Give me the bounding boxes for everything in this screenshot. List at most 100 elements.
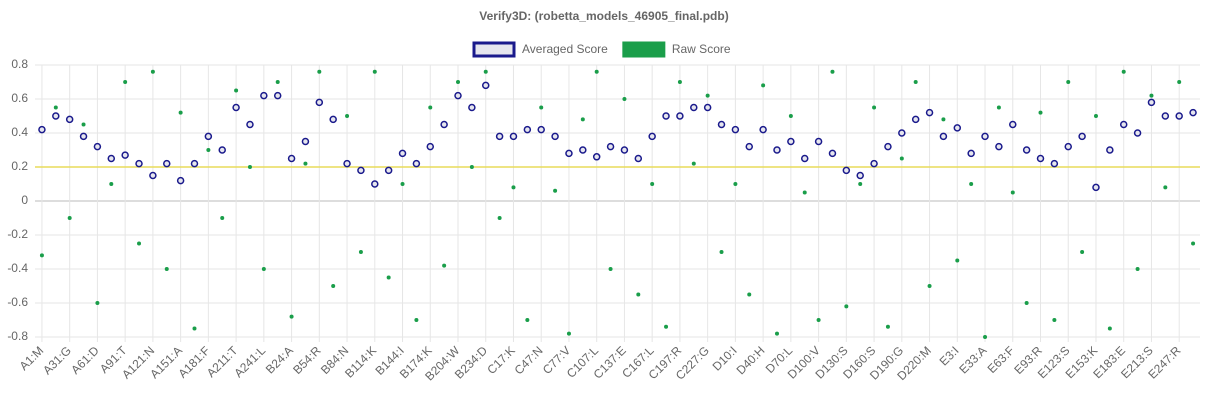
raw-point <box>261 267 266 271</box>
raw-point <box>761 83 766 88</box>
raw-point <box>844 304 849 309</box>
raw-point <box>511 185 516 190</box>
raw-point <box>774 331 779 336</box>
raw-point <box>331 284 336 288</box>
averaged-point <box>731 125 740 134</box>
averaged-point <box>1161 112 1170 120</box>
raw-point <box>67 216 72 220</box>
raw-point <box>289 314 294 319</box>
raw-point <box>137 241 142 246</box>
averaged-point <box>440 120 448 129</box>
raw-point <box>705 93 710 98</box>
raw-point <box>109 182 114 186</box>
averaged-point <box>717 120 726 129</box>
averaged-point <box>579 146 587 154</box>
raw-point <box>1066 80 1071 84</box>
averaged-point <box>828 149 837 158</box>
raw-point <box>608 267 613 271</box>
averaged-point <box>343 159 351 168</box>
averaged-point <box>800 154 809 163</box>
averaged-point <box>454 91 462 100</box>
averaged-point <box>676 112 684 120</box>
x-tick-label: D40:H <box>734 343 768 377</box>
raw-point <box>913 80 918 84</box>
raw-point <box>372 69 377 74</box>
averaged-point <box>246 120 254 129</box>
raw-point <box>469 165 474 169</box>
y-tick-label: 0 <box>21 193 28 207</box>
averaged-point <box>565 149 573 158</box>
raw-point <box>164 267 169 271</box>
averaged-point <box>1022 146 1031 154</box>
averaged-point <box>509 132 518 141</box>
averaged-point <box>1078 132 1086 141</box>
averaged-point <box>495 132 504 141</box>
averaged-point <box>1050 159 1059 168</box>
legend-label: Averaged Score <box>522 42 608 56</box>
averaged-point <box>232 103 240 112</box>
averaged-point <box>384 166 393 175</box>
averaged-point <box>218 146 226 154</box>
averaged-point <box>1009 120 1017 129</box>
averaged-point <box>52 112 60 120</box>
averaged-point <box>1064 142 1072 151</box>
raw-point <box>885 324 890 329</box>
averaged-point <box>759 125 767 134</box>
averaged-point <box>842 166 851 175</box>
x-tick-label: B114:K <box>342 343 379 380</box>
raw-point <box>1010 190 1015 195</box>
averaged-point <box>93 142 102 151</box>
raw-point <box>1093 114 1098 118</box>
raw-point <box>1052 318 1057 322</box>
y-tick-label: 0.4 <box>11 125 28 139</box>
raw-point <box>580 117 585 122</box>
raw-point <box>664 324 669 329</box>
averaged-point <box>301 137 310 146</box>
raw-point <box>345 114 350 118</box>
averaged-point <box>856 171 864 180</box>
averaged-point <box>107 154 116 163</box>
averaged-point <box>79 132 88 141</box>
raw-point <box>677 80 682 84</box>
raw-point <box>899 156 904 161</box>
averaged-point <box>606 142 615 151</box>
raw-point <box>39 253 44 258</box>
averaged-point <box>135 159 143 168</box>
raw-point <box>317 69 322 74</box>
y-tick-label: 0.6 <box>11 91 28 105</box>
x-tick-label: C17:K <box>484 343 517 376</box>
averaged-point <box>329 115 337 124</box>
averaged-point <box>814 137 823 146</box>
raw-point <box>456 80 461 84</box>
raw-point <box>386 275 391 280</box>
raw-point <box>553 188 558 193</box>
averaged-point <box>287 154 296 163</box>
raw-point <box>95 301 100 305</box>
averaged-point <box>371 180 379 188</box>
averaged-point <box>648 132 656 141</box>
averaged-point <box>468 103 476 112</box>
x-tick-label: E63:F <box>985 343 1018 376</box>
averaged-point <box>163 159 171 168</box>
averaged-point <box>620 146 629 154</box>
raw-point <box>206 148 211 152</box>
averaged-point <box>1189 108 1197 117</box>
averaged-point <box>939 132 948 141</box>
averaged-point <box>1119 120 1128 129</box>
raw-point <box>969 182 974 186</box>
legend-swatch <box>622 41 666 58</box>
raw-point <box>220 216 225 220</box>
averaged-point <box>703 103 712 112</box>
averaged-point <box>773 146 781 154</box>
averaged-point <box>357 166 365 175</box>
averaged-point <box>121 151 129 159</box>
averaged-point <box>1092 183 1100 192</box>
legend-label: Raw Score <box>672 42 731 56</box>
raw-point <box>955 258 960 263</box>
raw-point <box>81 122 86 127</box>
raw-point <box>650 182 655 186</box>
raw-point <box>275 80 280 84</box>
raw-point <box>497 216 502 220</box>
raw-point <box>636 292 641 297</box>
